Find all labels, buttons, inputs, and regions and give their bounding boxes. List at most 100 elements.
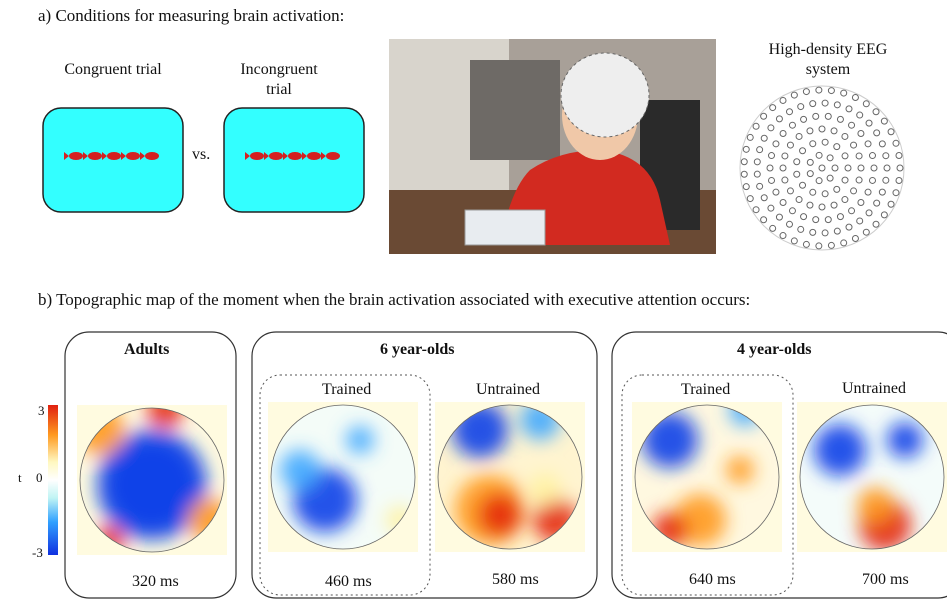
electrode [895,151,903,159]
fish-tail [83,152,88,160]
electrode [824,216,832,224]
electrode [797,225,805,233]
electrode [775,115,783,123]
map-time: 580 ms [492,571,539,588]
electrode [779,198,787,206]
group-name: 6 year-olds [380,341,455,358]
electrode [775,213,783,221]
map-time: 640 ms [689,571,736,588]
fish [307,152,321,160]
electrode [873,129,881,137]
electrode [806,201,814,209]
electrode [793,158,801,166]
topomap-outline [437,404,583,550]
electrode [830,201,838,209]
electrode [841,176,849,184]
topomap-blob [726,456,754,484]
electrode [779,164,787,172]
electrode [760,112,768,120]
stimulus-screen [223,107,365,213]
electrode [821,229,829,237]
topomap-blob [857,487,893,523]
electrode [799,181,807,189]
electrode [753,158,761,166]
topomap-blob [478,493,522,537]
electrode [844,164,852,172]
electrode [865,209,873,217]
fish-tail [302,152,307,160]
electrode [818,125,826,133]
electrode [821,190,829,198]
photo [389,39,716,254]
electrode [865,119,873,127]
electrode [756,182,764,190]
colorbar-mid: 0 [36,470,43,485]
electrode [827,87,835,95]
fish-tail [264,152,269,160]
colorbar-max: 3 [38,403,45,418]
electrode [799,147,807,155]
electrode [815,86,823,94]
electrode [806,170,814,178]
topomap-blobs [814,422,923,549]
electrode [818,164,826,172]
electrode [856,217,864,225]
electrode [882,152,890,160]
fish-tail [245,152,250,160]
electrode [892,189,900,197]
topomap [800,405,944,549]
electrode [790,91,798,99]
electrode [802,88,810,96]
condition-label: Incongruent trial [240,61,318,98]
electrode [760,194,768,202]
fish [288,152,302,160]
electrode [752,122,760,130]
fish-tail [283,152,288,160]
electrode [772,188,780,196]
electrode [821,138,829,146]
map-label: Untrained [842,380,906,397]
electrode [767,204,775,212]
topomap [271,405,415,549]
electrode [870,164,878,172]
electrode [802,240,810,248]
panel-b-title: b) Topographic map of the moment when th… [38,290,751,309]
electrode [742,145,750,153]
topomap-blob [814,424,866,476]
group-name: Adults [124,341,170,358]
map-label: Trained [322,381,372,398]
electrode [833,227,841,235]
electrode [815,242,823,250]
electrode [809,140,817,148]
topomap [80,408,224,552]
electrode [768,152,776,160]
fish-tail [140,152,145,160]
electrode [856,111,864,119]
electrode [848,207,856,215]
group-name: 4 year-olds [737,341,812,358]
electrode [815,177,823,185]
electrode [815,151,823,159]
electrode [752,206,760,214]
group-box [611,331,947,599]
topomap-outline [79,407,225,553]
electrode [880,117,888,125]
topomap-outline [634,404,780,550]
stimulus-screen [42,107,184,213]
fish [88,152,102,160]
colorbar [48,405,58,555]
map-label: Untrained [476,381,540,398]
electrode [781,176,789,184]
electrode [896,164,904,172]
group-box [64,331,237,599]
electrode [797,103,805,111]
fish [145,152,159,160]
electrode [746,133,754,141]
electrode [845,223,853,231]
electrode [821,99,829,107]
electrode [841,132,849,140]
eeg-label: High-density EEG system [768,41,888,78]
electrode [760,216,768,224]
electrode [864,140,872,148]
electrode [840,239,848,247]
